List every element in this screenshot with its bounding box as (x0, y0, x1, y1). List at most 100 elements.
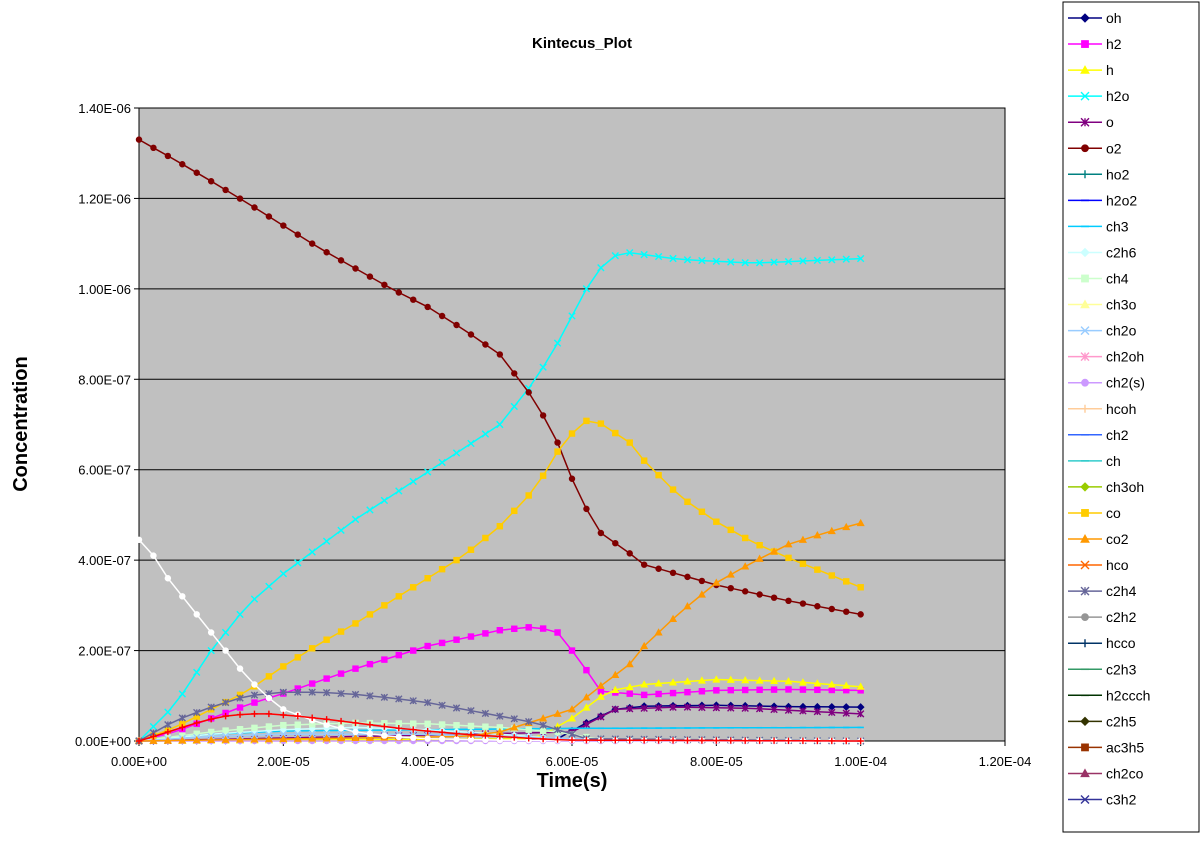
legend-item: ho2 (1068, 166, 1130, 182)
y-tick-label: 8.00E-07 (78, 372, 131, 387)
data-point (250, 735, 259, 743)
data-point (250, 595, 259, 603)
data-point (1080, 299, 1090, 309)
y-tick-label: 2.00E-07 (78, 644, 131, 659)
data-point (135, 136, 143, 143)
data-point (842, 681, 851, 689)
data-point (597, 420, 605, 427)
data-point (1080, 716, 1090, 727)
legend-item: c2h3 (1068, 661, 1137, 677)
legend-item: h2o (1068, 88, 1130, 104)
data-point (222, 727, 229, 734)
data-point (525, 735, 532, 742)
data-point (193, 611, 200, 618)
data-point (856, 254, 865, 263)
legend-item: c2h2 (1068, 609, 1137, 625)
legend-item: hcco (1068, 635, 1136, 651)
data-point (813, 708, 822, 716)
data-point (308, 645, 316, 652)
data-point (857, 584, 864, 591)
data-point (294, 559, 302, 567)
data-point (222, 186, 229, 194)
legend-item: h2 (1068, 36, 1122, 52)
data-point (697, 590, 706, 598)
data-point (1080, 65, 1090, 74)
data-point (612, 429, 619, 437)
legend-label: ch2(s) (1106, 375, 1145, 391)
data-point (322, 724, 331, 733)
x-tick-label: 0.00E+00 (111, 754, 167, 769)
data-point (582, 285, 591, 293)
x-axis-title: Time(s) (537, 770, 608, 792)
data-point (207, 178, 215, 185)
data-point (698, 256, 706, 265)
data-point (741, 534, 749, 542)
data-point (785, 597, 792, 605)
data-point (553, 709, 562, 717)
legend-label: ch3oh (1106, 479, 1144, 495)
data-point (453, 730, 460, 737)
data-point (843, 737, 850, 745)
data-point (727, 258, 735, 266)
data-point (625, 659, 634, 668)
y-tick-label: 1.20E-06 (78, 191, 131, 206)
data-point (1081, 613, 1089, 622)
data-point (525, 624, 532, 631)
data-point (698, 703, 706, 712)
legend-item: o (1068, 114, 1114, 130)
data-point (308, 548, 316, 556)
x-tick-label: 2.00E-05 (257, 754, 310, 769)
data-point (784, 540, 793, 548)
data-point (828, 708, 836, 717)
data-point (828, 686, 836, 694)
data-point (669, 737, 677, 744)
data-point (539, 714, 548, 722)
data-point (381, 602, 388, 609)
data-point (294, 730, 302, 738)
data-point (467, 707, 475, 715)
x-tick-label: 1.20E-04 (979, 754, 1032, 769)
data-point (755, 259, 764, 267)
data-point (626, 705, 634, 713)
data-point (467, 439, 475, 448)
data-point (1080, 117, 1090, 127)
data-point (669, 689, 677, 697)
data-point (193, 708, 201, 717)
data-point (511, 507, 518, 515)
data-point (799, 707, 807, 715)
data-point (568, 430, 576, 437)
data-point (612, 737, 619, 744)
data-point (193, 169, 200, 176)
data-point (597, 736, 605, 744)
data-point (280, 721, 287, 729)
data-point (770, 705, 778, 714)
data-point (409, 477, 417, 486)
data-point (1080, 247, 1090, 258)
data-point (813, 679, 822, 687)
data-point (654, 628, 663, 636)
data-point (554, 448, 561, 455)
data-point (799, 257, 807, 265)
data-point (640, 737, 648, 744)
legend-label: h (1106, 62, 1114, 78)
data-point (366, 660, 374, 668)
data-point (438, 312, 446, 320)
data-point (784, 677, 793, 685)
legend-label: hco (1106, 557, 1129, 573)
data-point (856, 703, 865, 711)
legend-item: c2h4 (1068, 583, 1137, 599)
data-point (655, 565, 662, 572)
data-point (279, 734, 288, 743)
legend-label: hcoh (1106, 401, 1136, 417)
data-point (438, 701, 446, 709)
data-point (395, 487, 403, 495)
gridlines (139, 197, 1005, 652)
data-point (741, 676, 750, 684)
data-point (741, 562, 750, 570)
legend-label: c2h3 (1106, 661, 1137, 677)
data-point (597, 529, 605, 537)
data-point (669, 703, 677, 712)
data-point (597, 713, 605, 721)
legend-label: ch2o (1106, 323, 1137, 339)
